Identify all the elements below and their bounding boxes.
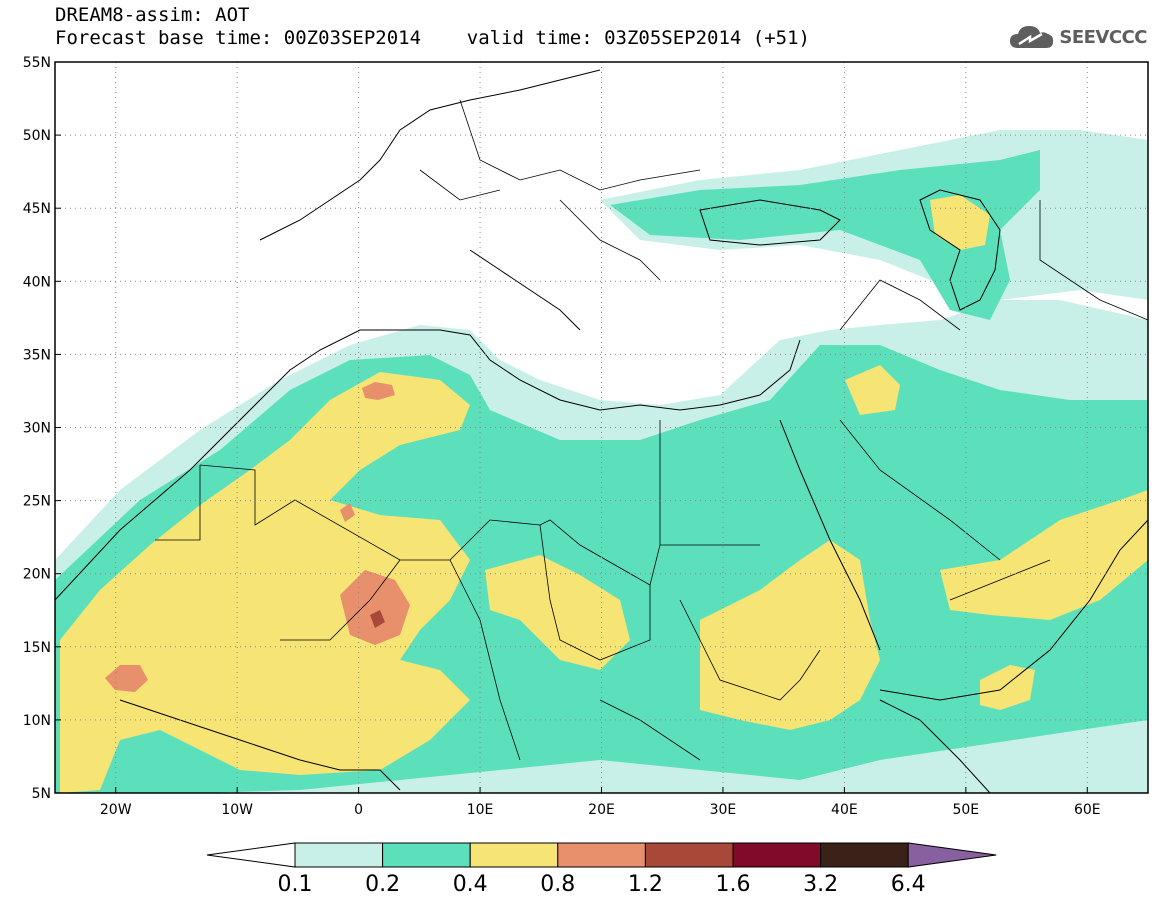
colorbar-label: 0.8: [540, 872, 575, 897]
lon-tick-label: 20W: [100, 802, 132, 818]
grid-lines: [55, 61, 1148, 794]
colorbar-swatch: [820, 842, 909, 868]
aot-band-0.2-caspian: [610, 150, 1040, 320]
lat-tick-label: 55N: [23, 55, 51, 71]
colorbar-swatch: [382, 842, 471, 868]
coast-black-sea: [699, 199, 841, 246]
logo-text: SEEVCCC: [1059, 26, 1147, 48]
axis-ticks: [55, 61, 1088, 794]
colorbar-labels: 0.1 0.2 0.4 0.8 1.2 1.6 3.2 6.4: [278, 872, 926, 897]
aot-band-0.8-algeria: [362, 382, 395, 400]
aot-band-0.4-east: [700, 540, 880, 730]
lat-tick-label: 25N: [23, 494, 51, 510]
lat-tick-label: 30N: [23, 421, 51, 437]
coast-west-africa: [54, 329, 801, 601]
lat-axis: 55N 50N 45N 40N 35N 30N 25N 20N 15N 10N 5N: [23, 55, 51, 802]
aot-fields: [55, 130, 1148, 793]
lat-tick-label: 10N: [23, 713, 51, 729]
aot-band-0.4-central: [485, 555, 630, 670]
aot-band-1.2: [370, 610, 385, 628]
lon-tick-label: 10E: [467, 802, 494, 818]
lon-axis: 20W 10W 0 10E 20E 30E 40E 50E 60E: [100, 802, 1101, 818]
colorbar-swatch: [644, 842, 734, 868]
aot-band-0.8-senegal: [105, 665, 148, 692]
lon-tick-label: 30E: [710, 802, 737, 818]
aot-band-0.4-oman: [980, 665, 1035, 710]
lon-tick-label: 60E: [1074, 802, 1101, 818]
colorbar-label: 0.4: [453, 872, 488, 897]
colorbar-swatch: [294, 842, 384, 868]
colorbar-label: 1.6: [716, 872, 751, 897]
aot-band-0.8-mali: [340, 503, 355, 522]
coast-italy: [469, 249, 581, 331]
lon-tick-label: 0: [354, 802, 363, 818]
coast-caspian: [919, 189, 1001, 311]
coast-europe: [259, 69, 601, 241]
coast-arabia: [879, 519, 1149, 701]
lat-tick-label: 45N: [23, 201, 51, 217]
colorbar-swatch: [732, 842, 822, 868]
lon-tick-label: 40E: [831, 802, 858, 818]
aot-band-0.4-caspian: [930, 195, 990, 250]
seevccc-logo: SEEVCCC: [1009, 22, 1147, 52]
lon-tick-label: 50E: [952, 802, 979, 818]
colorbar-low-arrow: [206, 842, 296, 868]
colorbar-label: 0.1: [278, 872, 313, 897]
lat-tick-label: 20N: [23, 567, 51, 583]
colorbar-label: 3.2: [803, 872, 838, 897]
aot-band-0.4-west: [60, 372, 470, 793]
aot-band-0.4-arabia: [940, 490, 1148, 620]
aot-band-0.8-niger: [340, 570, 410, 645]
lat-tick-label: 50N: [23, 128, 51, 144]
colorbar-label: 0.2: [365, 872, 400, 897]
colorbar-swatch: [557, 842, 646, 868]
lat-tick-label: 35N: [23, 347, 51, 363]
coastlines: [54, 69, 1149, 794]
coast-east-africa: [879, 699, 991, 794]
colorbar-label: 1.2: [628, 872, 663, 897]
colorbar-high-arrow: [907, 842, 997, 868]
lat-tick-label: 5N: [32, 786, 51, 802]
aot-band-0.4-iraq: [845, 365, 900, 415]
borders: [155, 99, 1149, 761]
colorbar-label: 6.4: [891, 872, 926, 897]
coast-red-sea: [779, 419, 881, 651]
lat-tick-label: 40N: [23, 274, 51, 290]
chart-title: DREAM8-assim: AOT: [55, 4, 250, 26]
cloud-icon: [1010, 26, 1054, 48]
colorbar-swatch: [469, 842, 559, 868]
chart-subtitle: Forecast base time: 00Z03SEP2014 valid t…: [55, 27, 810, 49]
lon-tick-label: 10W: [221, 802, 253, 818]
lat-tick-label: 15N: [23, 640, 51, 656]
lon-tick-label: 20E: [588, 802, 615, 818]
colorbar-boxes: [206, 842, 997, 868]
